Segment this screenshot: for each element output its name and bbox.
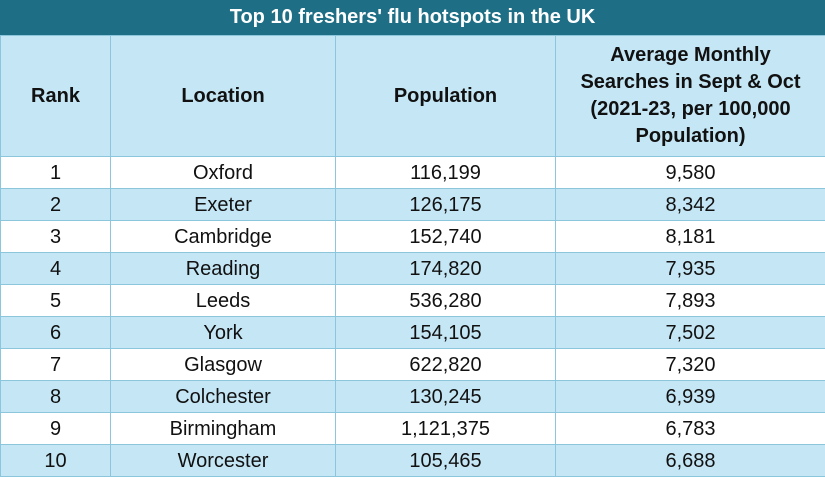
table-cell: 5 bbox=[1, 285, 111, 317]
table-cell: 3 bbox=[1, 221, 111, 253]
table-cell: 2 bbox=[1, 189, 111, 221]
column-header: Location bbox=[111, 36, 336, 157]
table-cell: 174,820 bbox=[336, 253, 556, 285]
table-title: Top 10 freshers' flu hotspots in the UK bbox=[0, 0, 825, 35]
table-cell: Colchester bbox=[111, 381, 336, 413]
column-header: Rank bbox=[1, 36, 111, 157]
column-header: Average Monthly Searches in Sept & Oct (… bbox=[556, 36, 825, 157]
table-cell: Oxford bbox=[111, 157, 336, 189]
table-cell: 6,688 bbox=[556, 445, 825, 477]
data-table: Rank Location Population Average Monthly Se… bbox=[0, 35, 825, 477]
table-cell: 1 bbox=[1, 157, 111, 189]
table-cell: 4 bbox=[1, 253, 111, 285]
header-row: Rank Location Population Average Monthly Se… bbox=[1, 36, 825, 157]
table-cell: 536,280 bbox=[336, 285, 556, 317]
table-cell: 1,121,375 bbox=[336, 413, 556, 445]
table-head: Rank Location Population Average Monthly Se… bbox=[1, 36, 825, 157]
table-cell: 152,740 bbox=[336, 221, 556, 253]
table-cell: 8,342 bbox=[556, 189, 825, 221]
table-cell: 9 bbox=[1, 413, 111, 445]
table-cell: Birmingham bbox=[111, 413, 336, 445]
table-cell: Glasgow bbox=[111, 349, 336, 381]
column-header-text: Location bbox=[181, 85, 264, 107]
table-cell: 6 bbox=[1, 317, 111, 349]
table-cell: Cambridge bbox=[111, 221, 336, 253]
table-cell: York bbox=[111, 317, 336, 349]
table-cell: 116,199 bbox=[336, 157, 556, 189]
table-cell: 10 bbox=[1, 445, 111, 477]
table-cell: 7,502 bbox=[556, 317, 825, 349]
table-cell: Leeds bbox=[111, 285, 336, 317]
column-header-text: Rank bbox=[31, 85, 80, 107]
column-header: Population bbox=[336, 36, 556, 157]
table-cell: 7,320 bbox=[556, 349, 825, 381]
table-cell: 126,175 bbox=[336, 189, 556, 221]
table-cell: 7,893 bbox=[556, 285, 825, 317]
table-cell: 8,181 bbox=[556, 221, 825, 253]
table-cell: 7,935 bbox=[556, 253, 825, 285]
column-header-text: Average Monthly Searches in Sept & Oct (… bbox=[571, 42, 811, 150]
table-cell: 6,783 bbox=[556, 413, 825, 445]
column-header-text: Population bbox=[394, 85, 497, 107]
table-cell: 6,939 bbox=[556, 381, 825, 413]
table-cell: Exeter bbox=[111, 189, 336, 221]
table-cell: 9,580 bbox=[556, 157, 825, 189]
table-cell: 105,465 bbox=[336, 445, 556, 477]
table-cell: 130,245 bbox=[336, 381, 556, 413]
table-cell: 7 bbox=[1, 349, 111, 381]
table-cell: 622,820 bbox=[336, 349, 556, 381]
table-cell: Reading bbox=[111, 253, 336, 285]
table-cell: Worcester bbox=[111, 445, 336, 477]
table-cell: 154,105 bbox=[336, 317, 556, 349]
table-cell: 8 bbox=[1, 381, 111, 413]
